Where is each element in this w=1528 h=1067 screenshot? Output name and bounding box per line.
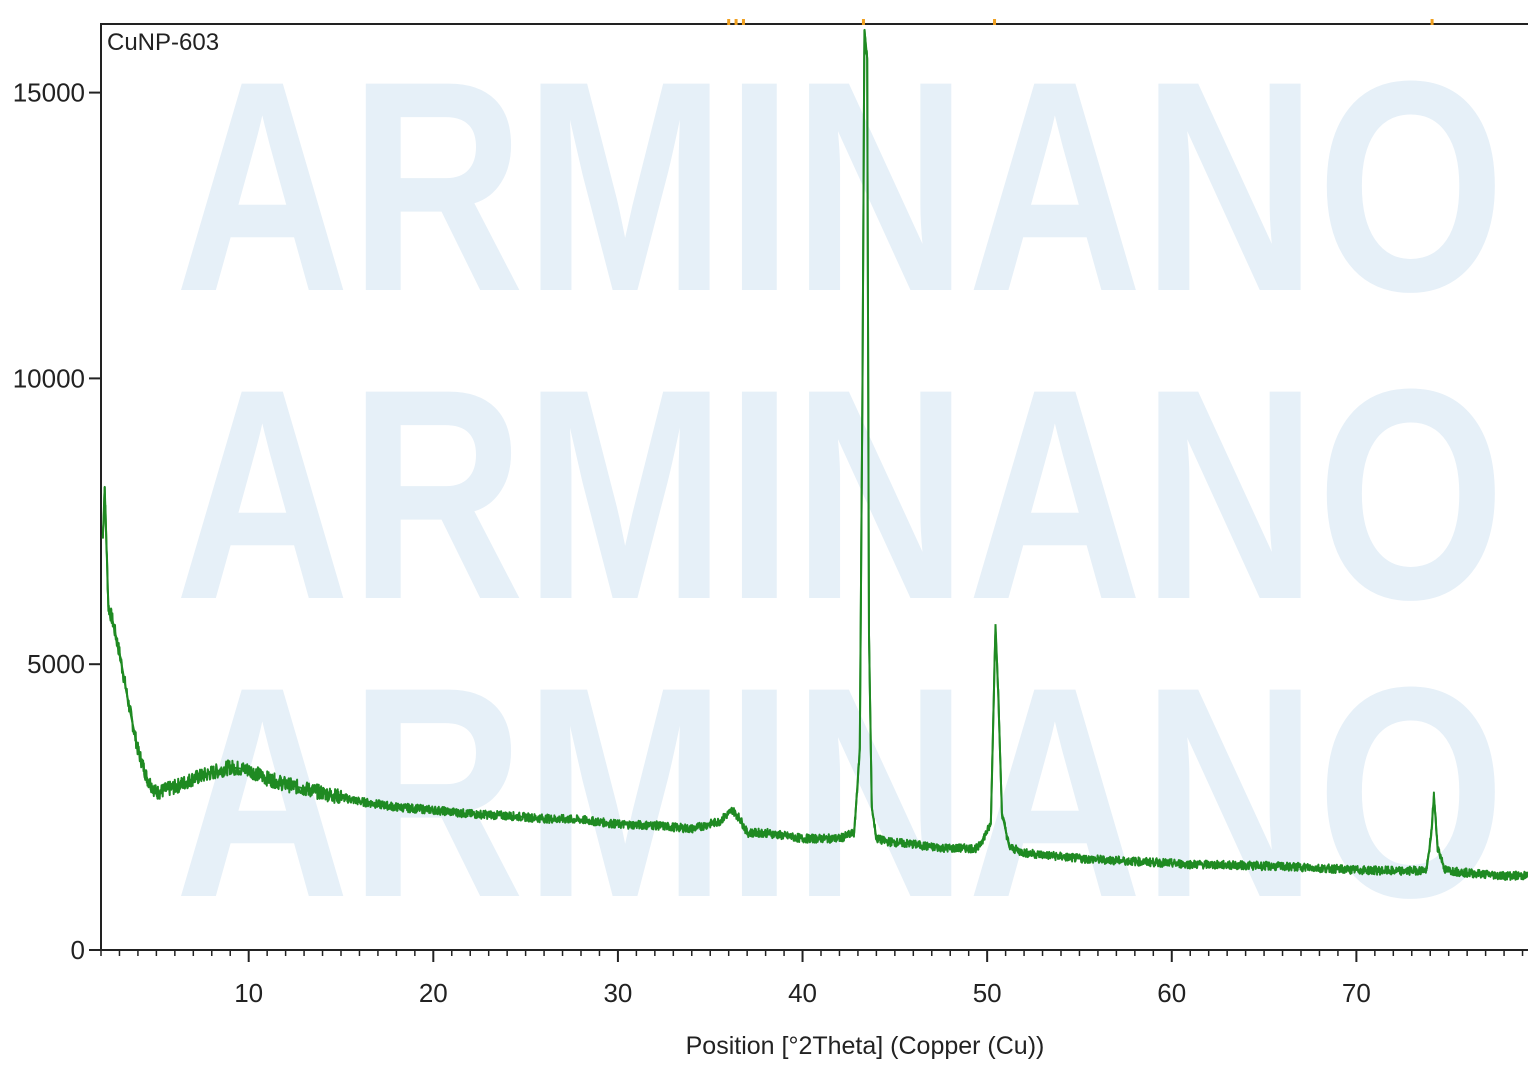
watermark-text: ARMINANO — [175, 624, 1505, 960]
x-tick-label: 50 — [973, 978, 1002, 1008]
y-axis-ticks: 0 5000 10000 15000 — [13, 78, 101, 965]
watermark-text: ARMINANO — [175, 18, 1505, 354]
series-peaks-line — [101, 29, 1528, 877]
x-axis-label: Position [°2Theta] (Copper (Cu)) — [686, 1032, 1045, 1060]
y-tick-label: 0 — [71, 935, 85, 965]
y-tick-label: 10000 — [13, 363, 85, 393]
series-layer — [101, 28, 1528, 881]
x-tick-label: 20 — [419, 978, 448, 1008]
x-minor-ticks — [100, 950, 1524, 956]
x-tick-label: 60 — [1157, 978, 1186, 1008]
x-tick-label: 40 — [788, 978, 817, 1008]
x-tick-label: 70 — [1342, 978, 1371, 1008]
reference-peak-markers — [727, 19, 1434, 25]
sample-label: CuNP-603 — [107, 29, 219, 56]
x-axis-ticks: 10 20 30 40 50 60 70 — [234, 950, 1371, 1008]
x-tick-label: 30 — [603, 978, 632, 1008]
y-tick-label: 5000 — [27, 649, 85, 679]
y-tick-label: 15000 — [13, 78, 85, 108]
x-tick-label: 10 — [234, 978, 263, 1008]
watermark-text: ARMINANO — [175, 326, 1505, 662]
